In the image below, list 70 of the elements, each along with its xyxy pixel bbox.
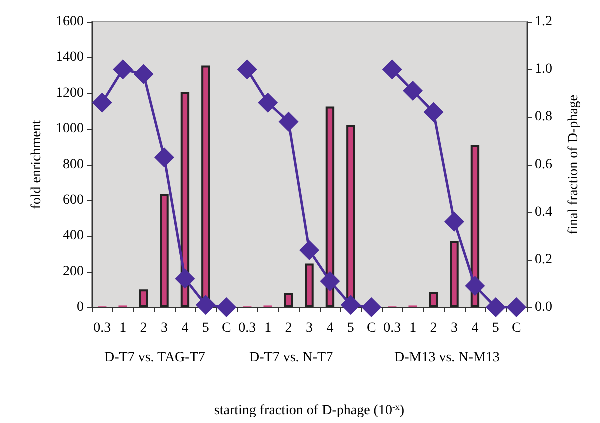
text: D-M13 vs. N-M13 bbox=[394, 350, 500, 366]
point bbox=[444, 212, 464, 232]
y-tick-label: 0 bbox=[77, 300, 84, 315]
point bbox=[196, 295, 216, 316]
point bbox=[340, 295, 361, 316]
text: D-T7 vs. N-T7 bbox=[250, 350, 334, 366]
point bbox=[278, 112, 299, 132]
bar bbox=[326, 106, 335, 308]
y2-tick-label: 0.0 bbox=[535, 300, 552, 315]
point bbox=[403, 80, 424, 101]
x-tick-label: 2 bbox=[140, 321, 148, 336]
x-tick-label: 5 bbox=[492, 321, 500, 336]
point bbox=[465, 276, 486, 296]
y2-tick-label: 0.6 bbox=[535, 157, 552, 172]
bar bbox=[429, 292, 438, 308]
point bbox=[362, 298, 382, 318]
bar bbox=[139, 290, 148, 308]
y-tick-label: 1000 bbox=[56, 122, 84, 137]
y-tick-label: 1600 bbox=[56, 14, 84, 30]
x-tick-label: 3 bbox=[161, 321, 168, 336]
point bbox=[92, 92, 112, 113]
point bbox=[237, 60, 258, 80]
bar bbox=[450, 241, 459, 308]
y2-tick-label: 0.2 bbox=[535, 252, 552, 268]
y2-tick-label: 1.0 bbox=[535, 62, 552, 78]
point bbox=[258, 92, 278, 113]
x-tick-label: 1 bbox=[264, 321, 272, 336]
point bbox=[175, 268, 196, 289]
point bbox=[506, 298, 527, 318]
y-tick-label: 600 bbox=[63, 192, 84, 208]
y-tick-label: 200 bbox=[63, 264, 84, 280]
point bbox=[486, 298, 506, 318]
point bbox=[134, 64, 154, 84]
y2-axis-title: final fraction of D-phage bbox=[566, 94, 582, 235]
x-tick-label: 0.3 bbox=[238, 321, 256, 336]
x-tick-label: C bbox=[222, 321, 232, 336]
x-tick-label: 5 bbox=[347, 321, 354, 336]
x-tick-label: 5 bbox=[202, 321, 210, 336]
x-tick-label: 0.3 bbox=[384, 321, 402, 336]
y2-tick-label: 1.2 bbox=[535, 14, 552, 30]
y-tick-label: 1200 bbox=[56, 86, 84, 101]
x-tick-label: 2 bbox=[285, 321, 292, 336]
bar bbox=[160, 194, 169, 308]
y2-tick-label: 0.4 bbox=[535, 204, 552, 220]
y-tick-label: 800 bbox=[63, 157, 84, 172]
y-axis-title: fold enrichment bbox=[30, 120, 44, 210]
point bbox=[216, 298, 237, 318]
x-tick-label: 2 bbox=[430, 321, 438, 336]
x-tick-label: 4 bbox=[182, 321, 189, 336]
y2-tick-label: 0.8 bbox=[535, 110, 552, 125]
point bbox=[113, 60, 134, 80]
text: D-T7 vs. TAG-T7 bbox=[104, 350, 206, 366]
point bbox=[300, 240, 320, 260]
x-tick-label: 0.3 bbox=[94, 321, 112, 336]
x-tick-label: C bbox=[366, 321, 376, 336]
x-tick-label: 4 bbox=[326, 321, 334, 336]
x-tick-label: 4 bbox=[472, 321, 479, 336]
y-tick-label: 400 bbox=[63, 228, 84, 244]
x-tick-label: 1 bbox=[410, 321, 417, 336]
point bbox=[382, 60, 402, 80]
point bbox=[154, 148, 174, 168]
x-tick-label: 3 bbox=[306, 321, 313, 336]
x-tick-label: C bbox=[512, 321, 522, 336]
x-tick-label: 1 bbox=[120, 321, 127, 336]
x-tick-label: 3 bbox=[451, 321, 458, 336]
point bbox=[424, 102, 444, 122]
bar bbox=[305, 264, 314, 308]
point bbox=[320, 271, 340, 292]
y-tick-label: 1400 bbox=[56, 50, 84, 66]
bar bbox=[284, 293, 294, 308]
